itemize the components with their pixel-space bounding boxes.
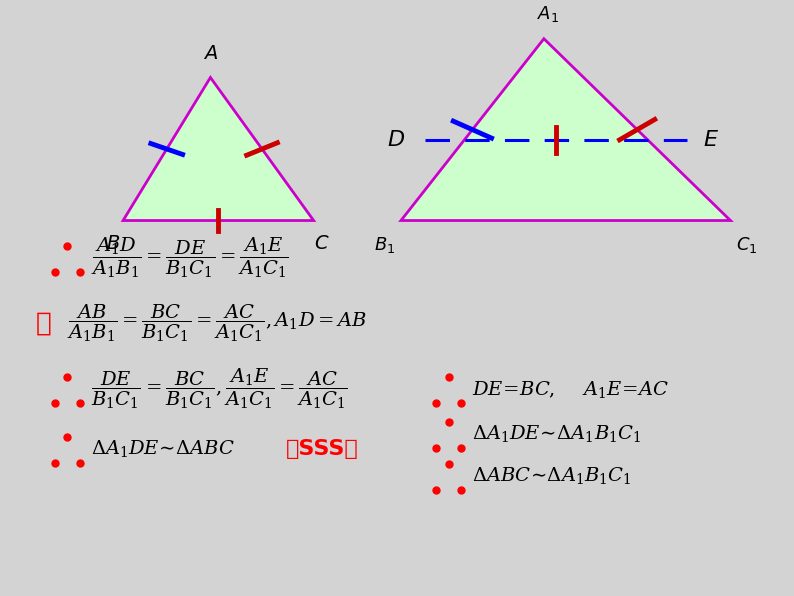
Text: $\dfrac{AB}{A_1B_1}=\dfrac{BC}{B_1C_1}=\dfrac{AC}{A_1C_1},A_1D=AB$: $\dfrac{AB}{A_1B_1}=\dfrac{BC}{B_1C_1}=\… [67, 303, 368, 344]
Text: $C_1$: $C_1$ [735, 235, 757, 256]
Polygon shape [401, 39, 730, 221]
Polygon shape [123, 77, 314, 221]
Text: $DE\!=\!BC,\quad\ A_1E\!=\!AC$: $DE\!=\!BC,\quad\ A_1E\!=\!AC$ [472, 378, 669, 400]
Text: （SSS）: （SSS） [286, 439, 359, 459]
Text: $B_1$: $B_1$ [375, 235, 395, 256]
Text: $\Delta ABC\!\sim\!\Delta A_1B_1C_1$: $\Delta ABC\!\sim\!\Delta A_1B_1C_1$ [472, 464, 632, 486]
Text: $\dfrac{A_1D}{A_1B_1}=\dfrac{DE}{B_1C_1}=\dfrac{A_1E}{A_1C_1}$: $\dfrac{A_1D}{A_1B_1}=\dfrac{DE}{B_1C_1}… [91, 236, 289, 280]
Text: $\Delta A_1DE\!\sim\!\Delta A_1B_1C_1$: $\Delta A_1DE\!\sim\!\Delta A_1B_1C_1$ [472, 423, 642, 444]
Text: $B$: $B$ [106, 235, 121, 253]
Text: $\dfrac{DE}{B_1C_1}=\dfrac{BC}{B_1C_1},\dfrac{A_1E}{A_1C_1}=\dfrac{AC}{A_1C_1}$: $\dfrac{DE}{B_1C_1}=\dfrac{BC}{B_1C_1},\… [91, 367, 349, 411]
Text: $A_1$: $A_1$ [537, 4, 559, 24]
Text: 又: 又 [36, 311, 52, 337]
Text: $\Delta A_1DE\!\sim\!\Delta ABC$: $\Delta A_1DE\!\sim\!\Delta ABC$ [91, 438, 235, 460]
Text: $A$: $A$ [203, 45, 218, 63]
Text: $C$: $C$ [314, 235, 330, 253]
Text: $\mathbf{\it{D}}$: $\mathbf{\it{D}}$ [387, 129, 405, 151]
Text: $\mathbf{\it{E}}$: $\mathbf{\it{E}}$ [703, 129, 719, 151]
